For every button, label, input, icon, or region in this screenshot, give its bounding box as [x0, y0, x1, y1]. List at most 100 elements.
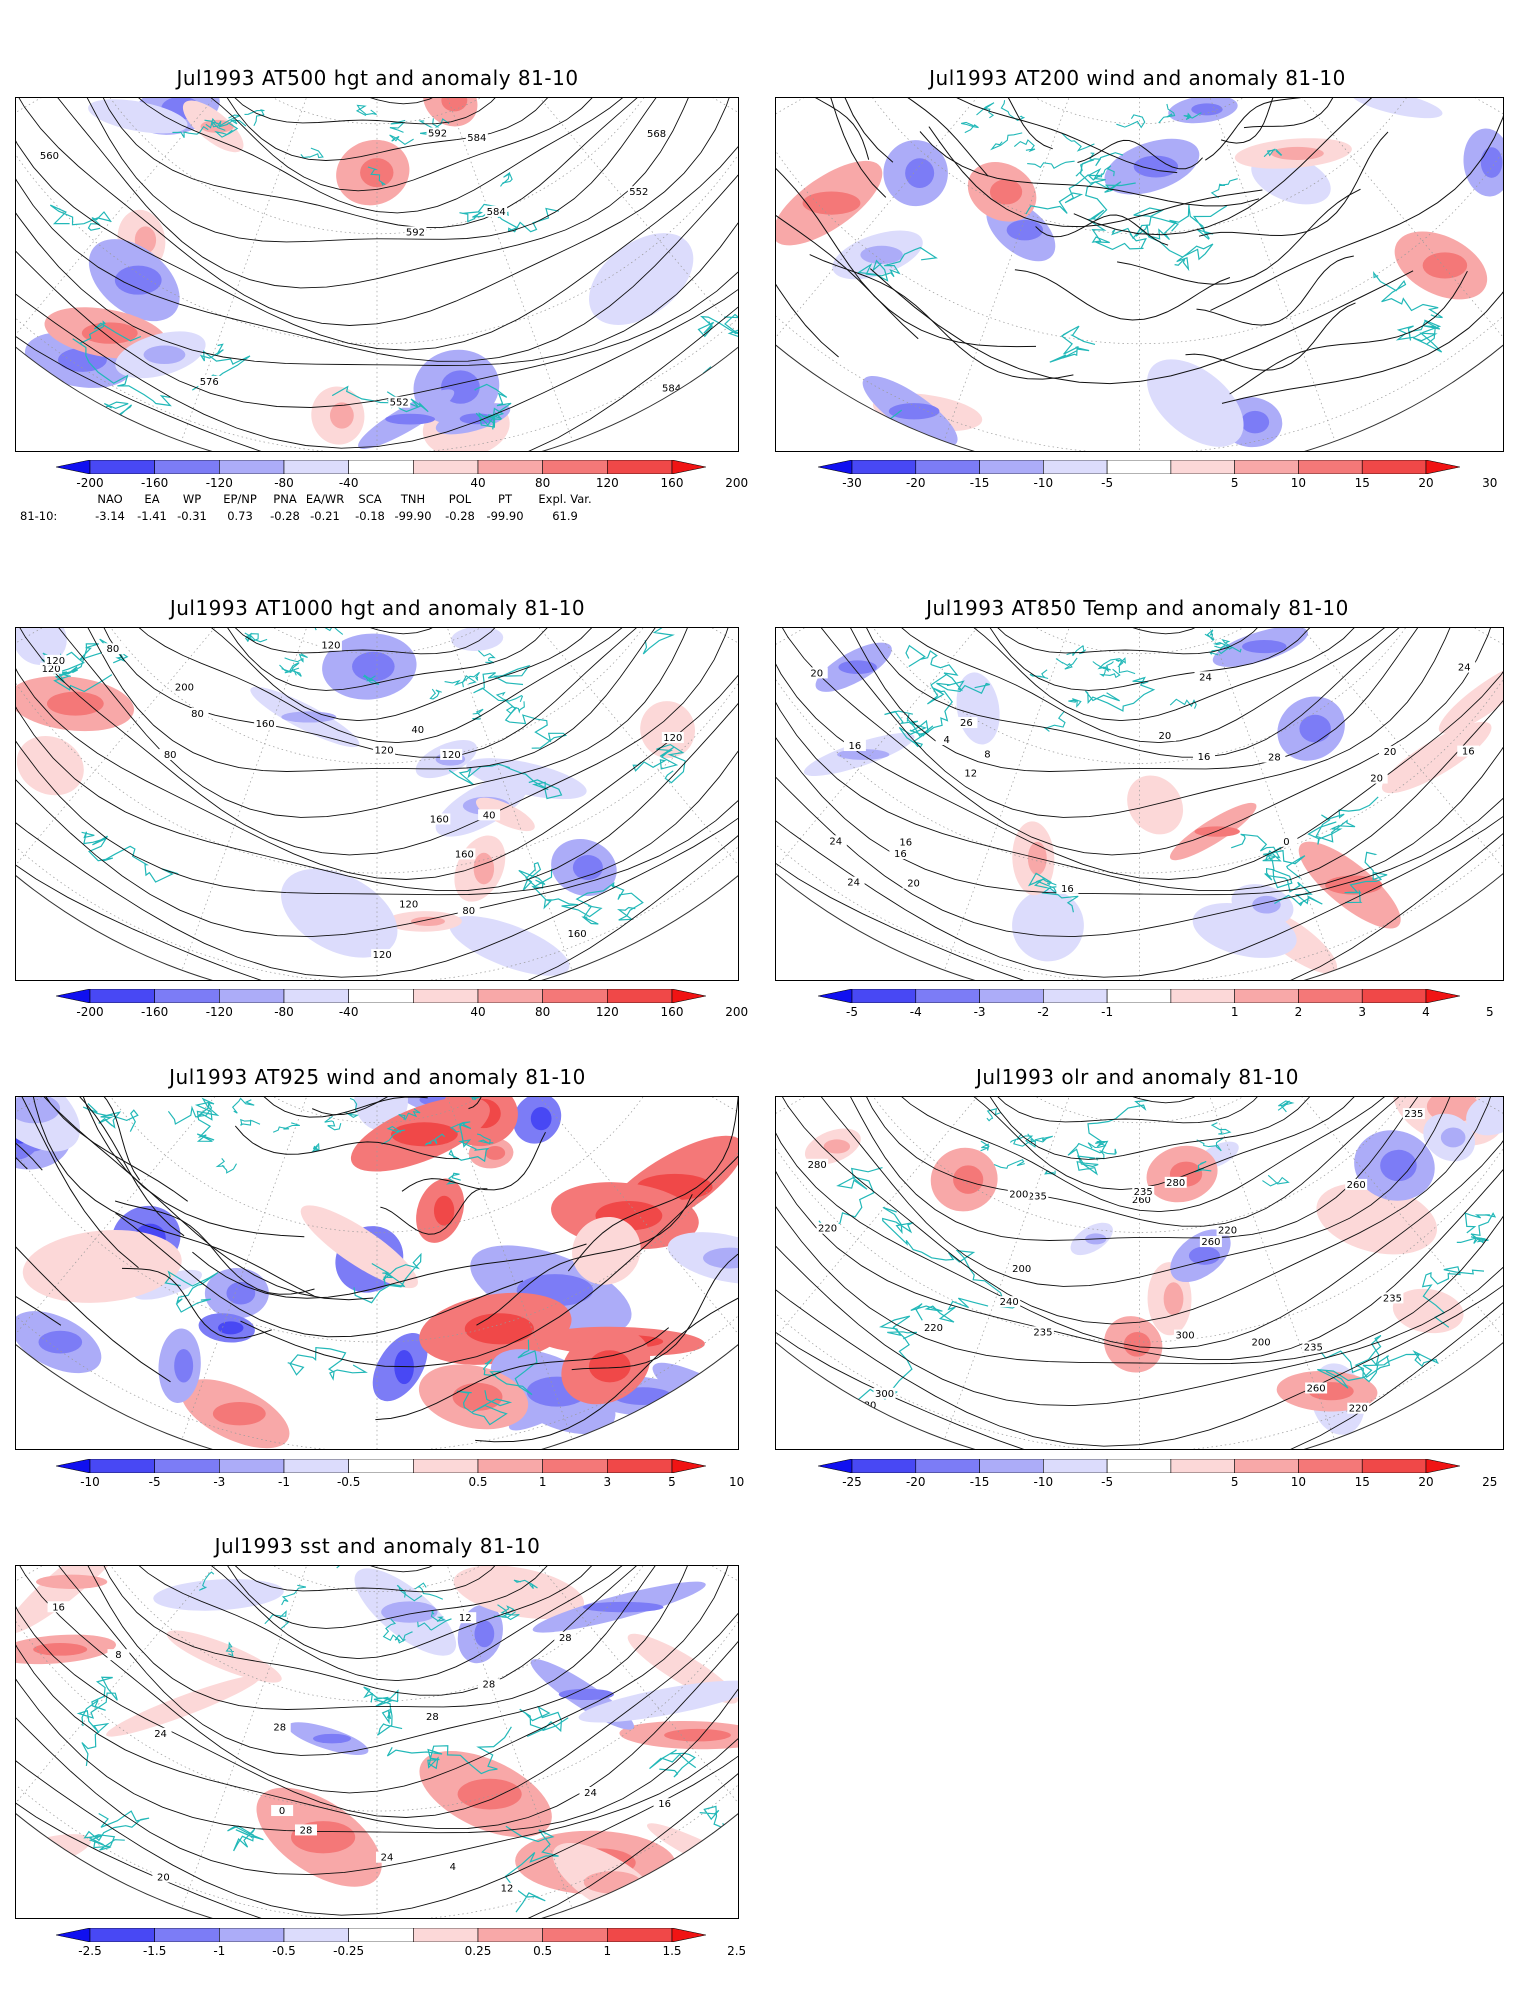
coastline: [1277, 1100, 1295, 1113]
colorbar-max-arrow: [671, 1928, 706, 1942]
anomaly-shading-core: [1480, 147, 1503, 178]
contour-label-bg: [40, 662, 63, 674]
contour-line: [34, 1566, 726, 1710]
coastline: [284, 667, 302, 677]
colorbar-segment: [607, 1459, 673, 1473]
contour-label-bg: [465, 132, 488, 144]
contour-label-bg: [1378, 746, 1401, 758]
contour-label-bg: [976, 748, 999, 760]
streamline: [776, 136, 1037, 348]
contour-label-bg: [1302, 1341, 1325, 1353]
contour-label-bg: [842, 876, 865, 888]
contour-line: [776, 1097, 1503, 1365]
coastline: [1061, 132, 1095, 152]
contour-line: [16, 98, 738, 326]
panel-title: Jul1993 olr and anomaly 81-10: [975, 1065, 1299, 1089]
colorbar-tick-label: 15: [1354, 1475, 1370, 1489]
anomaly-shading: [22, 1229, 182, 1303]
colorbar-segment: [607, 989, 673, 1003]
colorbar-tick-label: 80: [535, 476, 551, 490]
contour-label: 80: [191, 709, 204, 720]
panel-title: Jul1993 AT500 hgt and anomaly 81-10: [176, 66, 579, 90]
contour-label: 280: [1166, 1178, 1185, 1189]
colorbar-max-arrow: [671, 460, 706, 474]
contour-line: [896, 628, 1364, 691]
anomaly-shading: [1316, 1183, 1438, 1255]
teleconnection-header: TNH: [400, 492, 426, 506]
anomaly-shading: [652, 1362, 738, 1438]
contour-label-bg: [477, 1678, 500, 1690]
colorbar-segment: [1234, 989, 1299, 1003]
streamline: [776, 98, 870, 160]
colorbar-tick-label: -200: [76, 1005, 104, 1019]
contour-label: 120: [375, 746, 394, 757]
contour-label: 160: [430, 814, 449, 825]
colorbar-labels: -200 -160 -120 -80 -40 40 80 120 160 200: [56, 1005, 748, 1021]
coastline: [884, 710, 929, 748]
coastline: [504, 1825, 559, 1913]
contour-label: 576: [200, 377, 219, 388]
colorbar-min-arrow: [56, 1459, 91, 1473]
coastline: [363, 1686, 403, 1736]
coastline: [1055, 657, 1078, 670]
contour-line: [134, 628, 602, 691]
coastline: [1395, 319, 1443, 353]
teleconnection-row-label: 81-10:: [20, 509, 58, 523]
anomaly-shading-core: [457, 1778, 522, 1810]
streamline: [1198, 131, 1389, 237]
coastline: [272, 1122, 300, 1133]
colorbar-tick-label: -80: [274, 476, 294, 490]
coastline: [172, 125, 209, 138]
contour-label: 120: [641, 947, 660, 958]
teleconnection-header: WP: [182, 492, 202, 506]
contour-label: 160: [455, 849, 474, 860]
colorbar-tick-label: -160: [141, 476, 169, 490]
contour-line: [896, 1097, 1364, 1160]
colorbar-tick-label: -2: [1037, 1005, 1050, 1019]
contour-label: 280: [808, 1160, 827, 1171]
anomaly-shading-core: [16, 1097, 61, 1124]
colorbar-segment: [348, 1459, 414, 1473]
colorbar-segment: [1361, 460, 1427, 474]
contour-line: [88, 1566, 672, 1682]
colorbar-tick-label: -3: [973, 1005, 986, 1019]
contour-label: 20: [1370, 774, 1383, 785]
anomaly-shading-core: [860, 245, 903, 264]
colorbar-max-arrow: [671, 989, 706, 1003]
colorbar-tick-label: -40: [338, 476, 359, 490]
anomaly-shading-core: [114, 265, 162, 295]
contour-label: 200: [1012, 1264, 1031, 1275]
streamline: [234, 1125, 459, 1160]
colorbar-segment: [851, 460, 917, 474]
coastline: [905, 644, 990, 694]
colorbar-tick-label: 15: [1354, 476, 1370, 490]
coastline: [363, 674, 380, 686]
colorbar-segment: [1106, 1459, 1172, 1473]
colorbar-tick-label: 20: [1418, 476, 1434, 490]
colorbar-tick-label: -120: [205, 476, 233, 490]
streamline: [928, 126, 1263, 228]
contour-label-bg: [47, 1601, 70, 1613]
colorbar-tick-label: 1: [1230, 1005, 1239, 1019]
coastline: [355, 104, 377, 116]
colorbar-segment: [477, 1928, 543, 1942]
contour-label-bg: [496, 1882, 519, 1894]
coastline: [83, 1810, 150, 1851]
colorbar-tick-label: -30: [842, 476, 862, 490]
contour-line: [170, 628, 595, 655]
contour-label: 260: [1132, 1195, 1151, 1206]
contour-label: 200: [1251, 1337, 1270, 1348]
contour-line: [169, 98, 596, 125]
contour-line: [133, 98, 603, 161]
coastline: [456, 1390, 513, 1426]
colorbar-segment: [89, 1928, 155, 1942]
contour-line: [868, 628, 1390, 722]
contour-label: 28: [482, 1680, 495, 1691]
coastline: [697, 313, 738, 339]
contour-label: 20: [1159, 731, 1172, 742]
contour-line: [776, 628, 1503, 938]
anomaly-shading: [88, 99, 188, 134]
colorbar-tick-label: 2: [1294, 1005, 1303, 1019]
coastline: [495, 691, 524, 702]
contour-label-bg: [1216, 1224, 1239, 1236]
